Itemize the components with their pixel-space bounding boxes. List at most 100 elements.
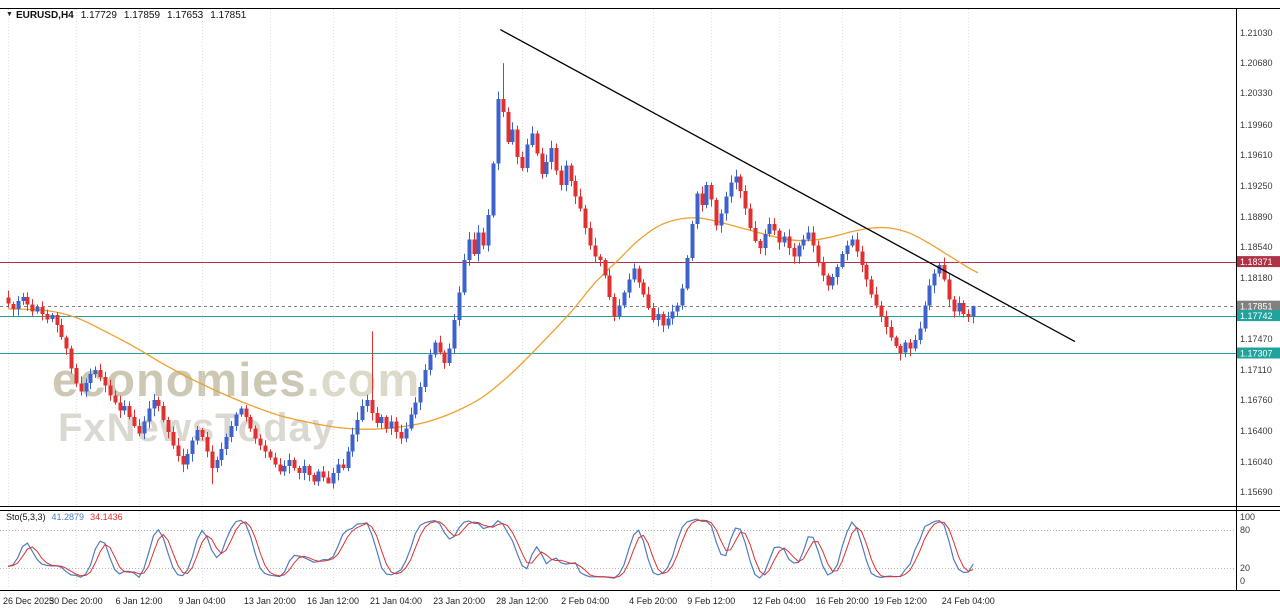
candle-body	[540, 153, 545, 174]
candle-body	[724, 196, 729, 214]
candle-body	[607, 275, 612, 297]
candle-body	[908, 342, 913, 349]
candle-body	[510, 129, 515, 143]
candle-body	[758, 241, 763, 248]
candle-body	[122, 406, 127, 411]
candle-body	[409, 414, 414, 429]
candle-body	[205, 437, 210, 452]
candle-body	[782, 236, 787, 243]
candle-body	[331, 473, 336, 484]
candle-body	[215, 460, 220, 468]
candle-body	[59, 325, 64, 338]
price-tick-label: 1.19250	[1240, 181, 1273, 191]
candle-body	[501, 99, 506, 113]
candle-body	[961, 302, 966, 315]
candle-body	[418, 387, 423, 403]
price-tick-label: 1.17470	[1240, 334, 1273, 344]
candle-body	[952, 299, 957, 312]
candle-body	[244, 408, 249, 418]
candle-body	[399, 431, 404, 439]
candle-body	[738, 176, 743, 192]
candle-body	[680, 288, 685, 306]
candle-body	[234, 414, 239, 426]
candle-body	[137, 425, 142, 434]
candle-body	[108, 385, 113, 396]
candle-body	[190, 440, 195, 455]
candle-body	[884, 316, 889, 327]
candle-body	[365, 400, 370, 406]
candle-body	[559, 170, 564, 186]
stochastic-axis[interactable]: 100 80 20 0	[1240, 512, 1255, 586]
candle-body	[25, 296, 30, 305]
candle-body	[69, 348, 74, 369]
candle-body	[714, 199, 719, 226]
candle-body	[394, 421, 399, 432]
candle-body	[777, 230, 782, 243]
candle-body	[312, 474, 317, 482]
watermark-tagline: FxNewsToday	[58, 406, 335, 450]
candle-body	[16, 301, 21, 309]
candle-body	[598, 256, 603, 260]
candle-body	[535, 133, 540, 154]
close-value: 1.17851	[210, 10, 247, 21]
moving-average-line[interactable]	[7, 217, 979, 430]
candle-body	[476, 232, 481, 254]
candle-body	[297, 467, 302, 474]
candle-body	[695, 193, 700, 224]
stochastic-level-lines	[0, 530, 1236, 569]
candle-body	[661, 314, 666, 326]
candle-body	[253, 428, 258, 439]
time-tick-label: 9 Jan 04:00	[178, 596, 225, 606]
candle-body	[932, 273, 937, 286]
candle-body	[50, 314, 55, 320]
candle-body	[452, 320, 457, 349]
candle-body	[627, 279, 632, 293]
candle-body	[156, 400, 161, 406]
candle-body	[787, 236, 792, 248]
price-tick-label: 1.16040	[1240, 457, 1273, 467]
candle-body	[88, 374, 93, 383]
price-tag-current-price-line: 1.17851	[1237, 300, 1280, 312]
stoch-tick-label: 80	[1240, 525, 1250, 535]
candle-body	[942, 265, 947, 280]
time-tick-label: 26 Dec 2025	[3, 596, 54, 606]
price-tick-label: 1.16760	[1240, 395, 1273, 405]
candle-body	[307, 466, 312, 475]
candle-body	[889, 327, 894, 338]
time-tick-label: 23 Jan 20:00	[433, 596, 485, 606]
candle-body	[826, 275, 831, 286]
stochastic-indicator-label: Sto(5,3,3) 41.2879 34.1436	[6, 512, 123, 522]
grid-lines	[8, 9, 969, 589]
candle-body	[520, 156, 525, 168]
candle-body	[588, 228, 593, 246]
candle-body	[341, 464, 346, 468]
candle-body	[670, 311, 675, 319]
candle-body	[937, 265, 942, 274]
candle-body	[845, 245, 850, 254]
candle-body	[544, 161, 549, 174]
svg-text:1.17307: 1.17307	[1240, 349, 1273, 359]
candle-body	[957, 302, 962, 312]
candle-body	[84, 382, 89, 392]
candle-body	[840, 253, 845, 267]
candle-body	[709, 185, 714, 200]
candle-body	[530, 133, 535, 145]
candle-body	[573, 180, 578, 197]
stochastic-d-value: 34.1436	[90, 512, 123, 522]
candle-body	[239, 408, 244, 415]
candle-body	[282, 466, 287, 472]
watermark-brand-suffix: .com	[306, 353, 421, 406]
candle-body	[816, 245, 821, 263]
stoch-tick-label: 100	[1240, 512, 1255, 522]
candle-body	[413, 402, 418, 415]
candle-body	[404, 428, 409, 439]
price-tick-label: 1.20680	[1240, 58, 1273, 68]
candle-body	[346, 451, 351, 468]
candle-body	[113, 395, 118, 403]
descending-trendline[interactable]	[499, 29, 1076, 343]
candle-body	[268, 451, 273, 458]
time-tick-label: 2 Feb 04:00	[561, 596, 609, 606]
candle-body	[442, 352, 447, 363]
